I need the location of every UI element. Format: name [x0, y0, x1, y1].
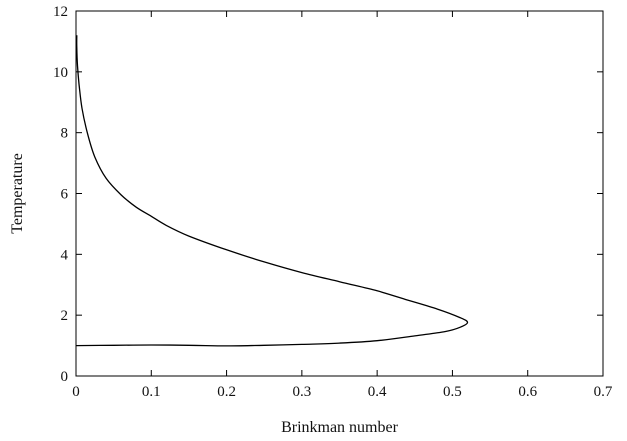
x-tick-label: 0.6	[518, 384, 537, 400]
x-tick-label: 0.1	[142, 384, 161, 400]
y-tick-label: 2	[61, 308, 69, 324]
x-tick-label: 0.5	[443, 384, 462, 400]
y-tick-label: 4	[61, 247, 69, 263]
y-tick-label: 0	[61, 369, 69, 385]
plot-frame-box	[75, 10, 604, 377]
x-tick-label: 0	[72, 384, 80, 400]
x-tick-label: 0.4	[368, 384, 387, 400]
y-tick-label: 6	[61, 187, 69, 203]
series-layer	[75, 35, 469, 347]
x-axis: 0 0.1 0.2 0.3 0.4 0.5 0.6 0.7	[72, 11, 613, 400]
y-tick-label: 8	[61, 126, 69, 142]
x-tick-label: 0.7	[594, 384, 613, 400]
plot-area	[75, 10, 604, 377]
y-axis: 0 2 4 6 8 10 12	[53, 4, 603, 385]
y-tick-label: 10	[53, 65, 68, 81]
x-tick-label: 0.2	[217, 384, 236, 400]
y-tick-label: 12	[53, 4, 68, 20]
series-line	[75, 35, 469, 347]
y-axis-label: Temperature	[9, 153, 26, 234]
x-axis-label: Brinkman number	[281, 419, 399, 436]
x-tick-label: 0.3	[292, 384, 311, 400]
